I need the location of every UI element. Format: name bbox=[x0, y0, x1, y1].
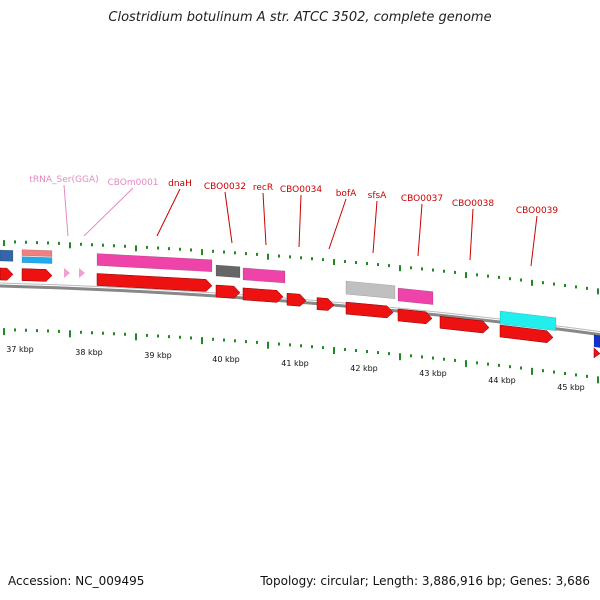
label-leader bbox=[224, 191, 233, 244]
feature-salmon[interactable] bbox=[21, 249, 53, 257]
gene-label[interactable]: recR bbox=[253, 183, 273, 193]
label-leader bbox=[156, 188, 181, 237]
gene-label[interactable]: CBOm0001 bbox=[107, 178, 158, 188]
feature-CBO0032-gray[interactable] bbox=[215, 264, 241, 278]
gene-label[interactable]: CBO0037 bbox=[401, 194, 443, 204]
label-leader bbox=[328, 198, 347, 250]
label-leader bbox=[469, 208, 474, 261]
cds-arrow-bofA[interactable] bbox=[316, 297, 335, 311]
feature-recR-pink[interactable] bbox=[242, 267, 286, 284]
genome-title: Clostridium botulinum A str. ATCC 3502, … bbox=[108, 10, 492, 25]
cds-arrow-CBO0039[interactable] bbox=[499, 324, 554, 343]
label-leader bbox=[83, 187, 134, 237]
gene-label[interactable]: sfsA bbox=[368, 191, 388, 201]
cds-arrow-CBO0038[interactable] bbox=[439, 316, 490, 334]
cds-arrow-CBO0032[interactable] bbox=[215, 284, 241, 299]
label-leader bbox=[417, 203, 423, 257]
gene-label[interactable]: CBO0032 bbox=[204, 182, 246, 192]
feature-CBO0037-pink[interactable] bbox=[397, 287, 434, 305]
cds-arrow-CBO0034[interactable] bbox=[286, 292, 307, 307]
label-leader bbox=[298, 194, 302, 248]
cds-arrow-right[interactable] bbox=[593, 347, 600, 359]
feature-CBO0039-cyan[interactable] bbox=[499, 310, 557, 332]
gene-label[interactable]: CBO0038 bbox=[452, 199, 495, 209]
cds-arrow-recR[interactable] bbox=[242, 287, 284, 303]
gene-label[interactable]: bofA bbox=[336, 189, 357, 199]
scale-label: 38 kbp bbox=[75, 348, 103, 357]
feature-dnaH-pink[interactable] bbox=[96, 253, 213, 273]
trna-marker[interactable] bbox=[64, 268, 70, 278]
cds-arrow-CBO0037[interactable] bbox=[397, 308, 433, 325]
scale-label: 39 kbp bbox=[144, 351, 172, 360]
accession-text: Accession: NC_009495 bbox=[8, 574, 145, 588]
gene-label[interactable]: dnaH bbox=[168, 179, 192, 189]
scale-label: 44 kbp bbox=[488, 376, 516, 385]
label-leader bbox=[372, 200, 378, 254]
scale-label: 45 kbp bbox=[557, 383, 585, 392]
feature-blue-left[interactable] bbox=[0, 249, 14, 262]
feature-blue-right[interactable] bbox=[593, 334, 600, 348]
cds-arrow-sfsA[interactable] bbox=[345, 301, 394, 319]
cds-arrow[interactable] bbox=[21, 268, 53, 282]
label-leader bbox=[63, 184, 69, 237]
topology-text: Topology: circular; Length: 3,886,916 bp… bbox=[260, 574, 590, 588]
feature-sfsA-gray[interactable] bbox=[345, 280, 396, 299]
label-leader bbox=[530, 215, 538, 267]
scale-label: 42 kbp bbox=[350, 364, 378, 373]
scale-label: 41 kbp bbox=[281, 359, 309, 368]
feature-cyan-small[interactable] bbox=[21, 256, 53, 264]
label-leader bbox=[262, 192, 267, 246]
scale-label: 43 kbp bbox=[419, 369, 447, 378]
scale-label: 37 kbp bbox=[6, 345, 34, 354]
cds-arrow[interactable] bbox=[0, 267, 14, 281]
scale-label: 40 kbp bbox=[212, 355, 240, 364]
gene-label[interactable]: tRNA_Ser(GGA) bbox=[29, 175, 98, 185]
trna-marker-2[interactable] bbox=[79, 268, 85, 278]
gene-label[interactable]: CBO0034 bbox=[280, 185, 323, 195]
cds-arrow-dnaH[interactable] bbox=[96, 273, 213, 292]
gene-label[interactable]: CBO0039 bbox=[516, 206, 559, 216]
